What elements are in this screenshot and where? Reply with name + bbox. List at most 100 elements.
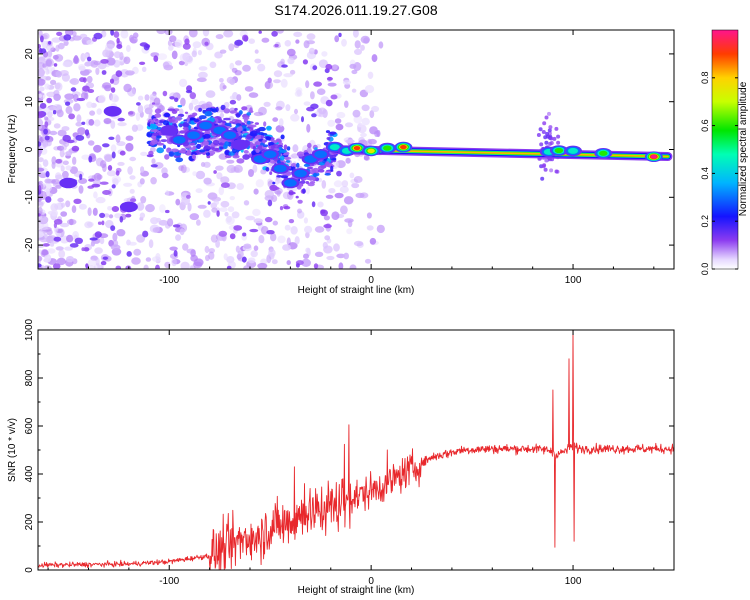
noise-speck [264,190,274,199]
noise-cluster [102,190,112,195]
noise-cluster [136,102,141,106]
noise-speck [81,154,91,160]
noise-speck [179,53,190,62]
band-speck [263,144,268,147]
colorbar-tick-label: 0.4 [700,167,710,180]
noise-speck [143,264,149,269]
band-speck [234,119,242,125]
noise-cluster [258,30,262,34]
noise-speck [341,180,349,188]
noise-speck [62,170,69,179]
noise-speck [333,243,340,252]
noise-speck [38,93,43,98]
spread-speck [544,158,549,163]
noise-speck [198,66,208,71]
noise-speck [83,69,93,74]
noise-cluster [233,225,243,231]
y-tick-label: 600 [24,417,35,434]
noise-speck [193,258,204,267]
noise-speck [284,40,292,47]
noise-cluster [102,143,110,148]
noise-speck [366,212,372,219]
noise-speck [215,165,224,171]
noise-speck [204,245,210,254]
noise-speck [243,243,252,249]
noise-cluster [111,206,120,212]
noise-speck [234,70,242,76]
noise-cluster [93,32,103,40]
noise-speck [145,257,152,262]
noise-cluster [39,47,43,55]
y-tick-label: 20 [24,48,35,60]
noise-cluster [115,265,122,269]
band-speck [249,107,253,113]
noise-speck [223,253,228,261]
noise-cluster [81,121,86,126]
noise-speck [65,150,73,156]
band-speck [156,135,162,139]
noise-speck [38,171,48,179]
band-speck [303,163,310,167]
noise-speck [282,244,291,251]
noise-cluster [139,42,149,47]
noise-speck [73,93,79,102]
noise-speck [226,164,236,174]
noise-speck [369,110,375,119]
noise-speck [96,174,103,180]
noise-speck [231,211,240,219]
noise-speck [125,142,134,152]
noise-speck [260,169,267,175]
noise-speck [108,239,114,247]
spread-speck [544,140,549,145]
noise-speck [79,33,88,39]
noise-speck [301,258,311,267]
noise-speck [331,211,340,220]
band-speck [277,159,281,165]
noise-speck [76,114,82,123]
noise-speck [120,30,129,39]
noise-speck [229,62,235,70]
noise-speck [100,160,107,169]
blob-5-level [223,131,237,139]
noise-speck [188,102,194,111]
noise-speck [128,241,137,246]
noise-speck [361,104,370,112]
spread-speck [552,136,557,141]
noise-speck [144,107,153,115]
noise-speck [226,256,235,264]
noise-speck [64,246,73,251]
noise-speck [236,94,242,101]
noise-cluster [213,170,217,174]
band-speck [302,188,306,194]
noise-speck [158,219,169,226]
noise-cluster [302,59,308,65]
band-speck [211,108,218,113]
noise-speck [247,257,256,264]
spectrogram-content [38,30,673,269]
noise-speck [351,88,357,93]
noise-speck [286,260,291,266]
noise-speck [110,120,116,129]
noise-speck [274,178,280,185]
noise-speck [168,45,174,51]
noise-cluster [117,117,125,122]
noise-speck [104,154,113,162]
noise-speck [361,117,370,126]
noise-speck [65,200,71,208]
noise-cluster [326,76,333,81]
noise-speck [87,140,95,146]
band-speck [296,162,300,168]
noise-speck [228,43,235,52]
noise-cluster [234,39,244,46]
noise-speck [136,202,145,211]
noise-cluster [310,103,319,110]
noise-cluster [172,224,181,228]
noise-speck [342,80,351,85]
noise-cluster [216,210,220,217]
noise-speck [253,218,263,224]
band-speck [167,108,176,111]
spectrogram-y-label: Frequency (Hz) [7,115,18,184]
noise-speck [198,71,208,79]
band-speck [189,117,196,121]
noise-speck [219,78,224,83]
